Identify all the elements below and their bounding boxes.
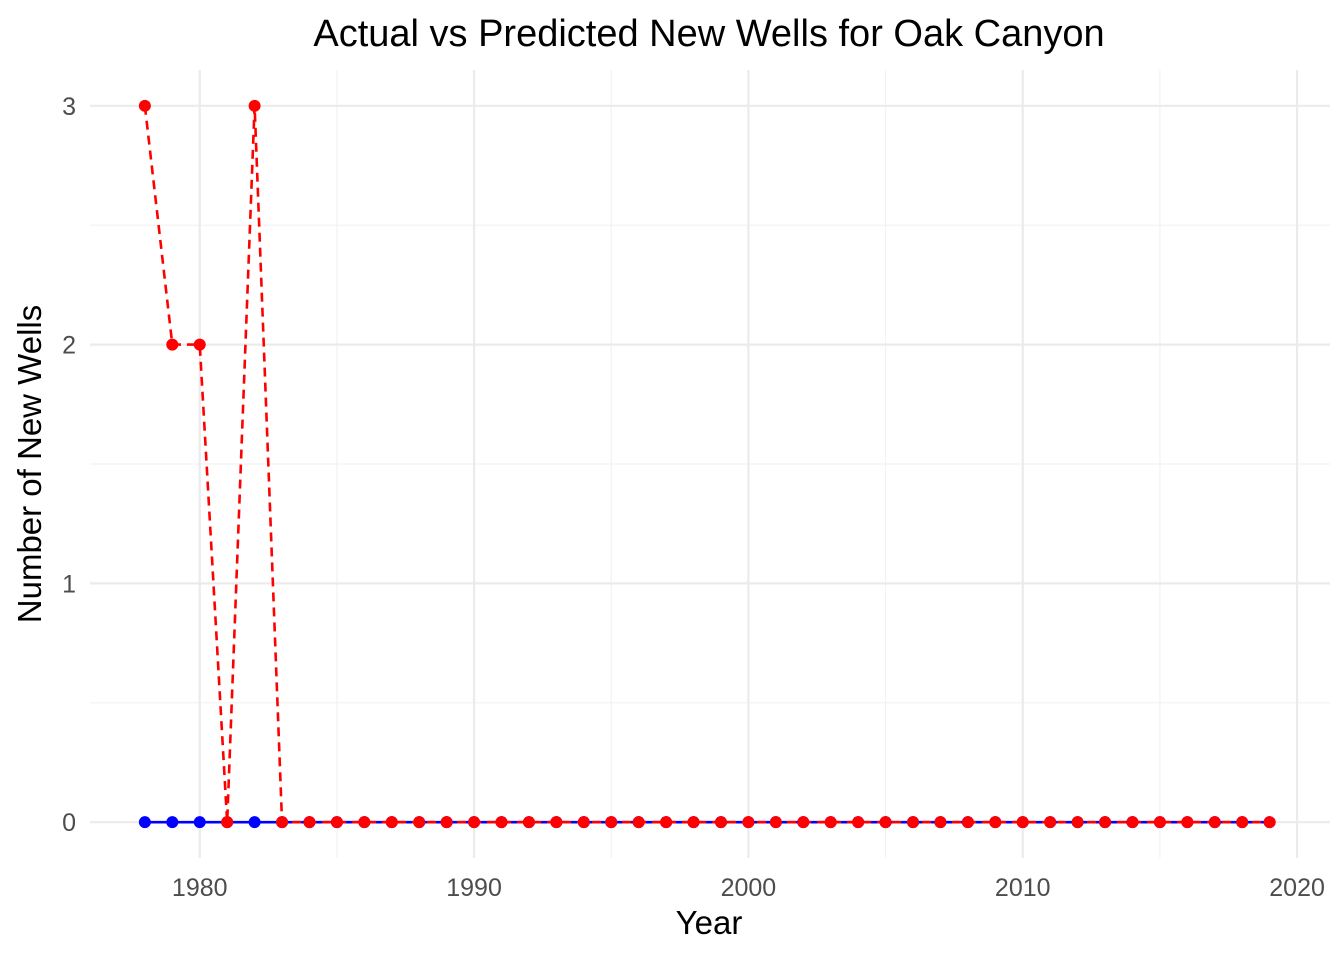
x-tick-label: 2010 bbox=[995, 874, 1051, 902]
series-2-point bbox=[605, 816, 618, 829]
series-2-point bbox=[385, 816, 398, 829]
series-2-point bbox=[358, 816, 371, 829]
y-tick-label: 1 bbox=[62, 570, 76, 598]
series-2-point bbox=[248, 99, 261, 112]
series-2-point bbox=[330, 816, 343, 829]
series-2-point bbox=[550, 816, 563, 829]
series-2-point bbox=[522, 816, 535, 829]
series-2-point bbox=[138, 99, 151, 112]
series-2-point bbox=[1099, 816, 1112, 829]
x-tick-label: 1990 bbox=[446, 874, 502, 902]
x-tick-label: 1980 bbox=[172, 874, 228, 902]
series-2-point bbox=[989, 816, 1002, 829]
series-2-point bbox=[276, 816, 289, 829]
series-2-point bbox=[1263, 816, 1276, 829]
series-2-point bbox=[1208, 816, 1221, 829]
series-2-point bbox=[797, 816, 810, 829]
series-2-point bbox=[440, 816, 453, 829]
series-2-point bbox=[907, 816, 920, 829]
series-1-point bbox=[138, 816, 151, 829]
series-layer bbox=[138, 99, 1276, 829]
series-1-point bbox=[166, 816, 179, 829]
series-2-point bbox=[742, 816, 755, 829]
series-2-point bbox=[1153, 816, 1166, 829]
series-2-point bbox=[961, 816, 974, 829]
series-2-point bbox=[632, 816, 645, 829]
chart-title: Actual vs Predicted New Wells for Oak Ca… bbox=[313, 13, 1104, 55]
series-2-point bbox=[1016, 816, 1029, 829]
y-tick-label: 2 bbox=[62, 332, 76, 360]
series-2-point bbox=[577, 816, 590, 829]
series-2-point bbox=[1236, 816, 1249, 829]
x-axis-title: Year bbox=[676, 904, 743, 941]
grid-lines bbox=[90, 70, 1330, 858]
y-tick-label: 3 bbox=[62, 93, 76, 121]
series-2-point bbox=[221, 816, 234, 829]
series-2-point bbox=[879, 816, 892, 829]
x-tick-label: 2020 bbox=[1269, 874, 1325, 902]
series-1-point bbox=[193, 816, 206, 829]
series-2-point bbox=[413, 816, 426, 829]
series-2-point bbox=[687, 816, 700, 829]
series-2-point bbox=[303, 816, 316, 829]
series-2-point bbox=[934, 816, 947, 829]
series-2-point bbox=[1071, 816, 1084, 829]
series-2-point bbox=[468, 816, 481, 829]
y-axis-title: Number of New Wells bbox=[11, 305, 48, 623]
series-2-point bbox=[714, 816, 727, 829]
x-tick-label: 2000 bbox=[721, 874, 777, 902]
series-2-point bbox=[1126, 816, 1139, 829]
series-2-point bbox=[824, 816, 837, 829]
series-2-point bbox=[166, 338, 179, 351]
series-2-point bbox=[660, 816, 673, 829]
y-tick-label: 0 bbox=[62, 809, 76, 837]
series-2-point bbox=[1044, 816, 1057, 829]
series-2-point bbox=[769, 816, 782, 829]
series-2-point bbox=[1181, 816, 1194, 829]
tick-labels: 1980 1990 2000 2010 2020 0 1 2 3 bbox=[62, 93, 1325, 902]
series-1-point bbox=[248, 816, 261, 829]
series-2-point bbox=[193, 338, 206, 351]
series-2-point bbox=[852, 816, 865, 829]
series-2-point bbox=[495, 816, 508, 829]
